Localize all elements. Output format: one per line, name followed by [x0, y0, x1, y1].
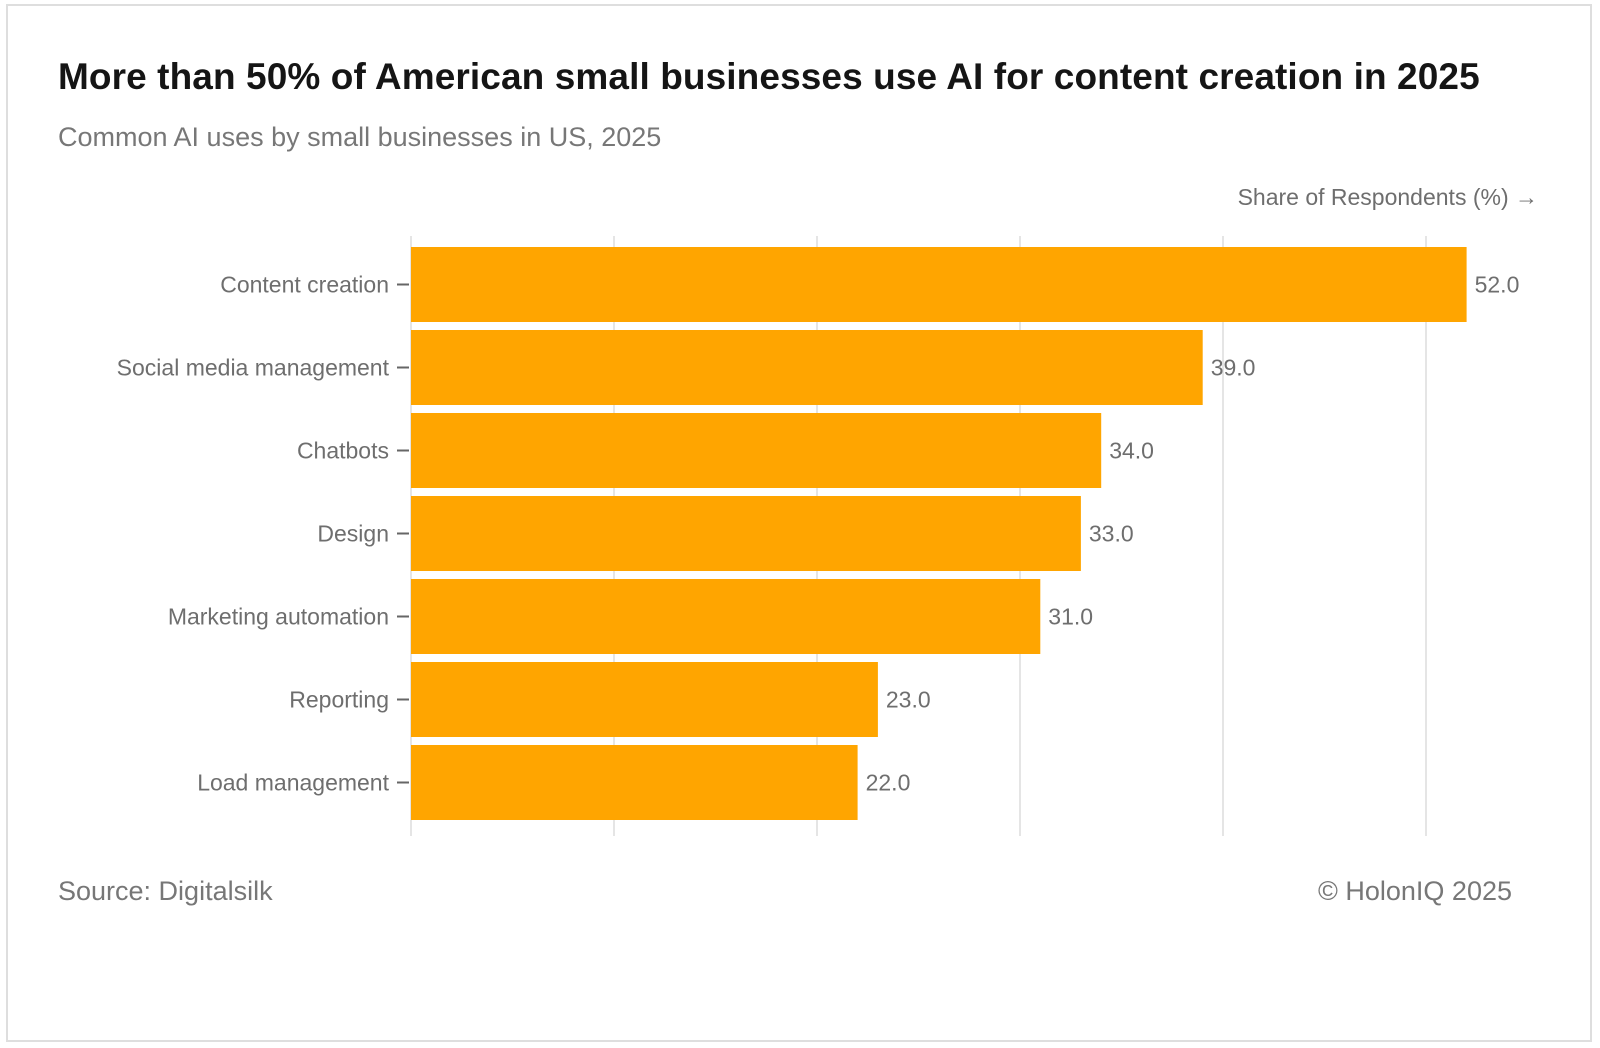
bar	[411, 413, 1102, 488]
y-tick-label: Design	[317, 521, 389, 547]
data-label: 33.0	[1089, 521, 1134, 547]
y-tick-label: Content creation	[220, 272, 389, 298]
bar	[411, 745, 858, 820]
y-tick-label: Reporting	[289, 687, 389, 713]
bar	[411, 496, 1081, 571]
bar	[411, 330, 1203, 405]
data-label: 31.0	[1048, 604, 1093, 630]
copyright-note: © HolonIQ 2025	[1317, 876, 1512, 906]
data-label: 23.0	[886, 687, 931, 713]
data-label: 52.0	[1475, 272, 1520, 298]
x-axis-title: Share of Respondents (%) →	[1238, 184, 1538, 210]
bar	[411, 579, 1041, 654]
y-tick-label: Chatbots	[297, 438, 389, 464]
y-tick-label: Social media management	[117, 355, 390, 381]
labels: Content creation 52.0 Social media managem…	[117, 272, 1520, 796]
source-note: Source: Digitalsilk	[58, 876, 273, 906]
bar	[411, 247, 1467, 322]
chart-subtitle: Common AI uses by small businesses in US…	[58, 122, 662, 152]
bars	[411, 247, 1467, 820]
y-tick-label: Load management	[197, 770, 389, 796]
chart-title: More than 50% of American small business…	[58, 56, 1480, 97]
data-label: 22.0	[866, 770, 911, 796]
data-label: 39.0	[1211, 355, 1256, 381]
y-tick-label: Marketing automation	[168, 604, 389, 630]
bar	[411, 662, 878, 737]
data-label: 34.0	[1109, 438, 1154, 464]
